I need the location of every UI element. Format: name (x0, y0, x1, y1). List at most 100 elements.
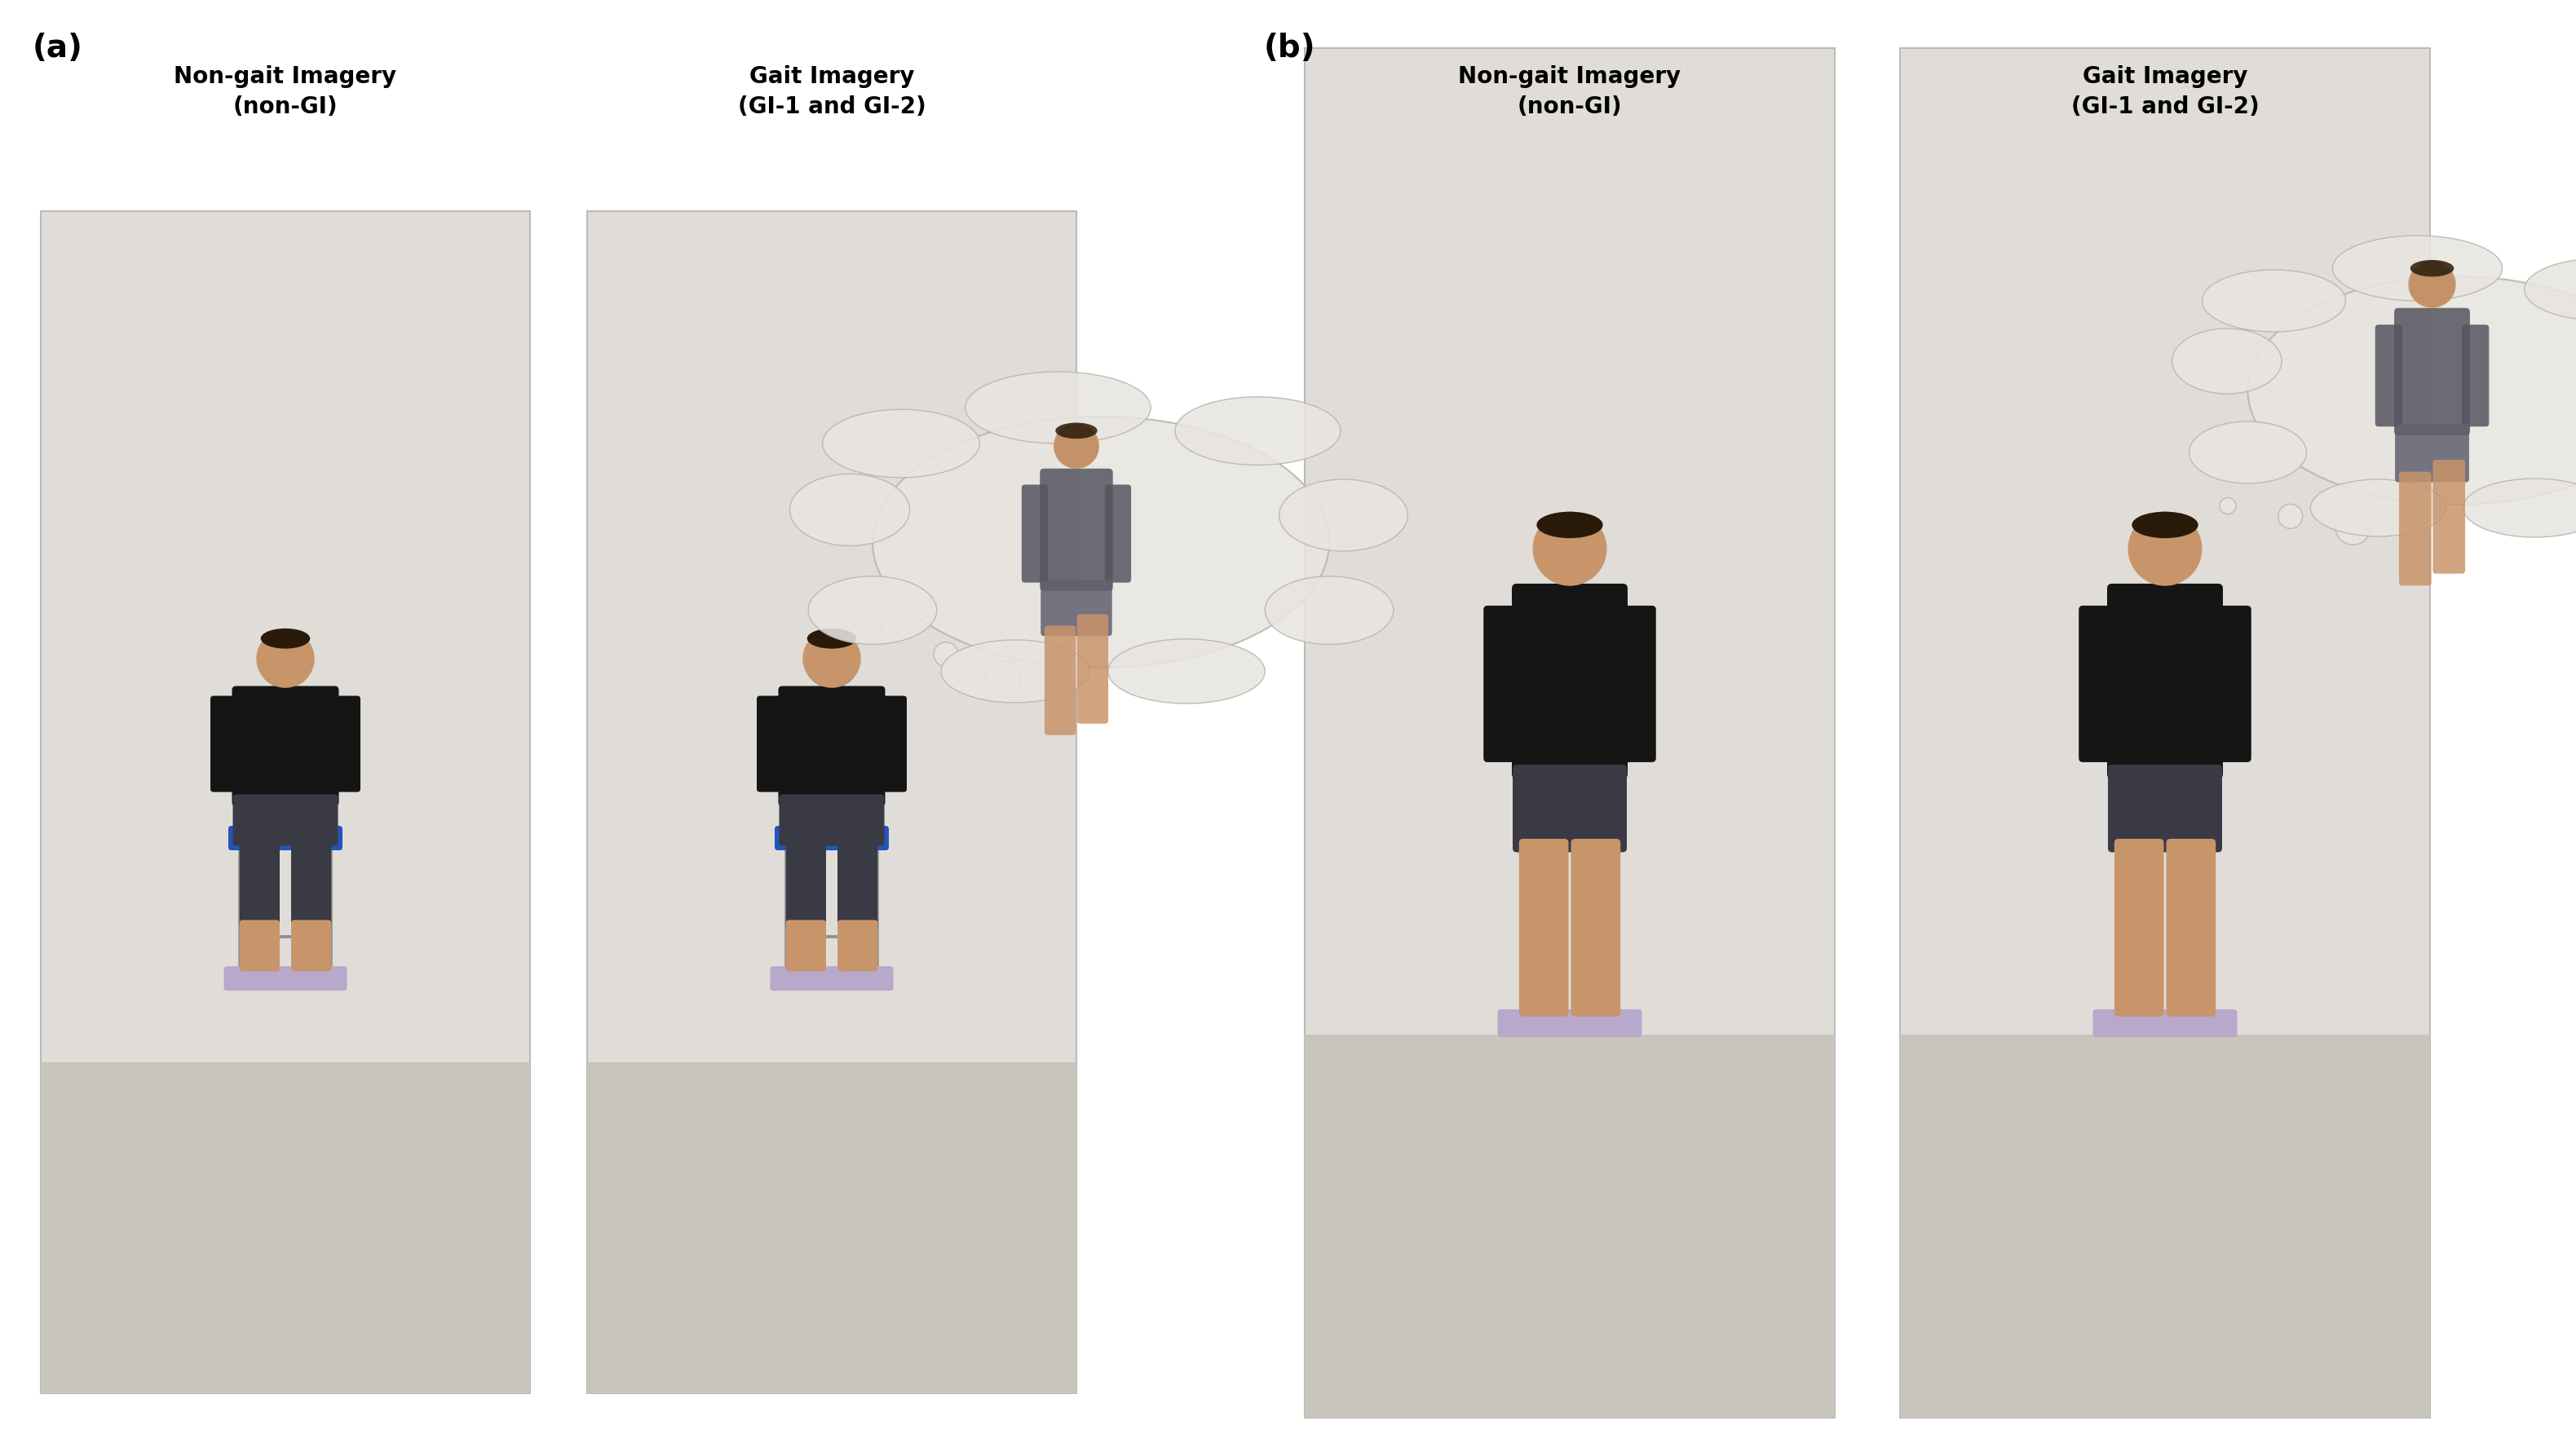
Ellipse shape (1175, 397, 1340, 465)
Circle shape (2334, 509, 2370, 545)
FancyBboxPatch shape (2107, 764, 2223, 852)
Text: Gait Imagery
(GI-1 and GI-2): Gait Imagery (GI-1 and GI-2) (737, 65, 925, 118)
Ellipse shape (966, 371, 1151, 443)
Ellipse shape (258, 638, 312, 688)
Ellipse shape (873, 417, 1329, 668)
FancyBboxPatch shape (234, 767, 335, 802)
FancyBboxPatch shape (1512, 764, 1628, 852)
Circle shape (933, 642, 958, 667)
FancyBboxPatch shape (2463, 324, 2488, 426)
FancyBboxPatch shape (2393, 308, 2470, 436)
FancyBboxPatch shape (211, 695, 242, 792)
Bar (41, 1063, 531, 1394)
FancyBboxPatch shape (2166, 839, 2215, 1017)
FancyBboxPatch shape (1077, 614, 1108, 724)
FancyBboxPatch shape (2079, 605, 2117, 761)
FancyBboxPatch shape (770, 967, 894, 991)
FancyBboxPatch shape (1484, 605, 1522, 761)
FancyBboxPatch shape (224, 967, 348, 991)
Circle shape (1533, 512, 1607, 587)
Circle shape (2409, 261, 2455, 307)
Circle shape (258, 631, 314, 687)
Ellipse shape (1538, 512, 1602, 538)
Circle shape (984, 661, 1020, 697)
FancyBboxPatch shape (876, 695, 907, 792)
Circle shape (2221, 498, 2236, 513)
FancyBboxPatch shape (1041, 579, 1113, 635)
FancyBboxPatch shape (1043, 625, 1077, 736)
FancyBboxPatch shape (1041, 469, 1113, 591)
Ellipse shape (2411, 260, 2455, 277)
Ellipse shape (791, 475, 909, 546)
Bar (1901, 1034, 2429, 1418)
FancyBboxPatch shape (2398, 472, 2432, 585)
Circle shape (1054, 424, 1097, 467)
Ellipse shape (2334, 235, 2501, 301)
Text: (b): (b) (1265, 33, 1316, 63)
Ellipse shape (2202, 270, 2347, 331)
FancyBboxPatch shape (757, 695, 788, 792)
FancyBboxPatch shape (837, 921, 878, 971)
FancyBboxPatch shape (1497, 1010, 1641, 1037)
Text: Gait Imagery
(GI-1 and GI-2): Gait Imagery (GI-1 and GI-2) (2071, 65, 2259, 118)
FancyBboxPatch shape (786, 835, 827, 931)
Ellipse shape (260, 628, 309, 648)
FancyBboxPatch shape (240, 835, 281, 931)
Ellipse shape (1054, 427, 1097, 467)
Ellipse shape (804, 638, 858, 688)
Ellipse shape (2249, 277, 2576, 505)
Bar (587, 211, 1077, 1394)
Text: (a): (a) (33, 33, 82, 63)
FancyBboxPatch shape (229, 826, 343, 850)
FancyBboxPatch shape (1571, 839, 1620, 1017)
Ellipse shape (2133, 512, 2197, 538)
FancyBboxPatch shape (1105, 485, 1131, 582)
Ellipse shape (806, 628, 855, 648)
Circle shape (1054, 423, 1100, 469)
Text: Non-gait Imagery
(non-GI): Non-gait Imagery (non-GI) (1458, 65, 1682, 118)
Bar (1303, 1034, 1834, 1418)
Circle shape (804, 631, 860, 687)
FancyBboxPatch shape (1512, 584, 1628, 779)
Circle shape (2409, 261, 2455, 308)
Ellipse shape (940, 640, 1090, 703)
FancyBboxPatch shape (2432, 460, 2465, 574)
Ellipse shape (2409, 265, 2455, 307)
Circle shape (881, 621, 896, 638)
FancyBboxPatch shape (2092, 1010, 2236, 1037)
FancyBboxPatch shape (330, 695, 361, 792)
Ellipse shape (2130, 519, 2200, 584)
Ellipse shape (1533, 519, 1605, 584)
Ellipse shape (1108, 640, 1265, 704)
FancyBboxPatch shape (1615, 605, 1656, 761)
Ellipse shape (1280, 479, 1406, 551)
Ellipse shape (2524, 258, 2576, 320)
FancyBboxPatch shape (1023, 485, 1048, 582)
Text: Non-gait Imagery
(non-GI): Non-gait Imagery (non-GI) (175, 65, 397, 118)
FancyBboxPatch shape (778, 794, 884, 846)
FancyBboxPatch shape (232, 685, 340, 806)
Ellipse shape (2172, 328, 2282, 394)
Ellipse shape (1056, 423, 1097, 439)
Circle shape (804, 630, 860, 688)
FancyBboxPatch shape (775, 826, 889, 850)
Circle shape (2128, 512, 2202, 587)
Bar (587, 1063, 1077, 1394)
FancyBboxPatch shape (240, 921, 281, 971)
Ellipse shape (809, 576, 938, 644)
Bar (1303, 49, 1834, 1418)
FancyBboxPatch shape (778, 685, 886, 806)
FancyBboxPatch shape (1520, 839, 1569, 1017)
Circle shape (255, 630, 314, 688)
FancyBboxPatch shape (2115, 839, 2164, 1017)
FancyBboxPatch shape (2375, 324, 2403, 426)
FancyBboxPatch shape (2396, 424, 2470, 482)
Ellipse shape (2311, 479, 2447, 536)
Ellipse shape (822, 410, 979, 478)
Bar (1901, 49, 2429, 1418)
FancyBboxPatch shape (786, 921, 827, 971)
FancyBboxPatch shape (232, 794, 337, 846)
Ellipse shape (1265, 576, 1394, 644)
FancyBboxPatch shape (2210, 605, 2251, 761)
Circle shape (2128, 513, 2200, 585)
